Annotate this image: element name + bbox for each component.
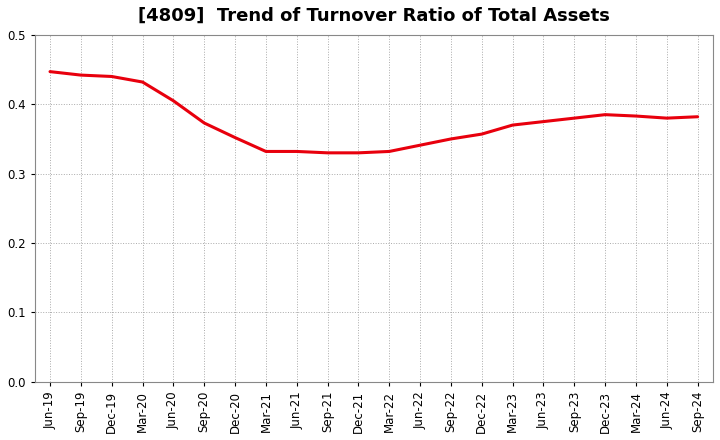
Title: [4809]  Trend of Turnover Ratio of Total Assets: [4809] Trend of Turnover Ratio of Total … [138,7,610,25]
